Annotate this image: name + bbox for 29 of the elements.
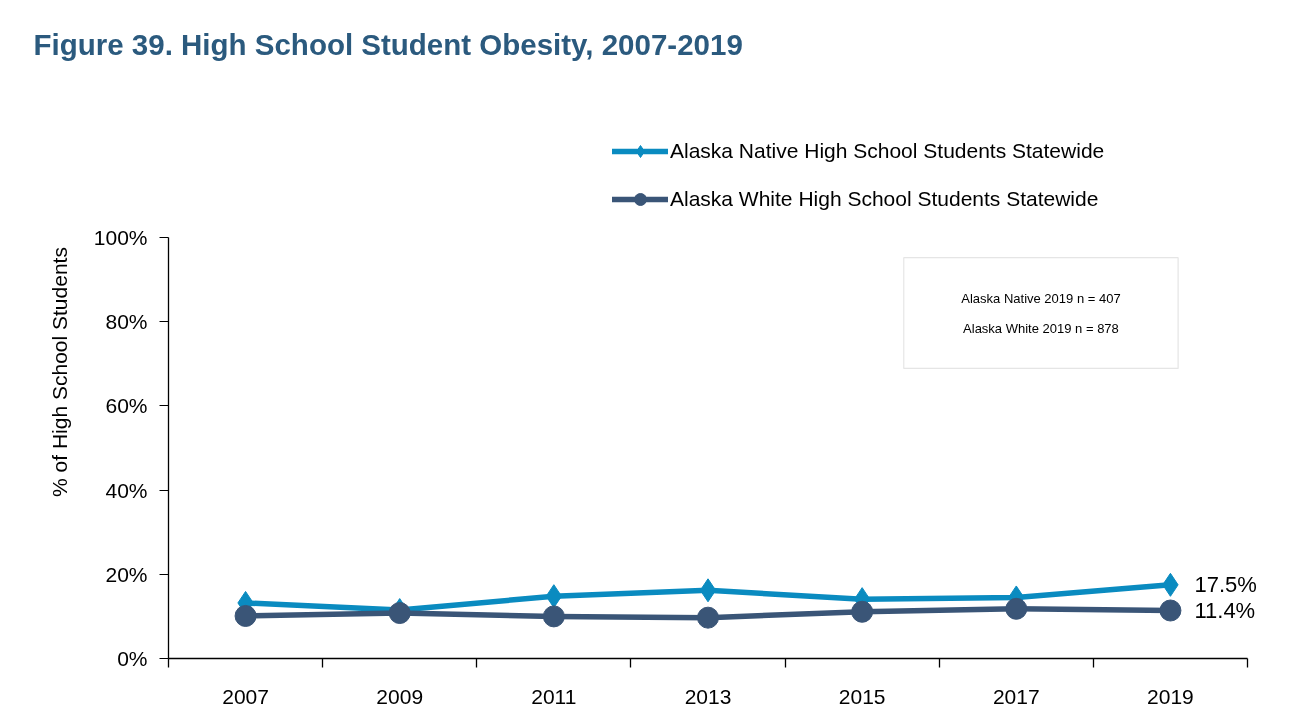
- y-tick-label: 0%: [117, 647, 148, 670]
- y-tick-label: 100%: [93, 226, 148, 249]
- x-tick-label: 2013: [684, 684, 732, 708]
- y-tick-label: 40%: [105, 478, 148, 502]
- point: [697, 606, 719, 629]
- x-tick-label: 2015: [838, 684, 886, 708]
- y-tick-label: 20%: [105, 562, 148, 586]
- data-label: 17.5%: [1194, 572, 1257, 598]
- point: [699, 578, 717, 603]
- point: [542, 605, 565, 628]
- point: [1005, 597, 1028, 620]
- x-tick-label: 2017: [992, 684, 1040, 708]
- point: [388, 602, 411, 625]
- legend-label: Alaska White High School Students Statewide: [670, 186, 1099, 212]
- point: [1159, 599, 1182, 622]
- x-tick-label: 2007: [222, 684, 269, 708]
- data-label: 11.4%: [1194, 598, 1256, 624]
- annotation: Alaska White 2019 n = 878: [963, 320, 1119, 336]
- y-tick-label: 60%: [105, 394, 148, 418]
- y-tick-label: 80%: [105, 310, 148, 334]
- y-axis-title: % of High School Students: [47, 247, 71, 497]
- legend-label: Alaska Native High School Students Statewide: [670, 138, 1105, 164]
- x-tick-label: 2009: [376, 684, 424, 708]
- x-tick-label: 2019: [1147, 684, 1194, 708]
- point: [851, 600, 874, 623]
- x-tick-label: 2011: [531, 684, 577, 708]
- chart-title: Figure 39. High School Student Obesity, 2007-2019: [33, 27, 743, 61]
- annotation: Alaska Native 2019 n = 407: [961, 291, 1121, 307]
- point: [234, 605, 257, 627]
